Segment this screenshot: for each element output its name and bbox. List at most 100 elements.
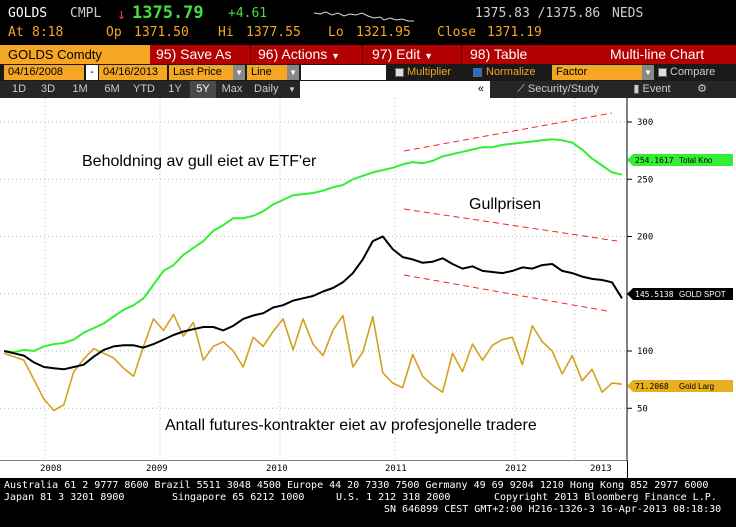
gear-icon[interactable]: ⚙	[697, 83, 707, 95]
y-tick-label: 250	[637, 175, 653, 185]
security-field[interactable]: GOLDS Comdty	[0, 45, 150, 64]
chart-settings-toolbar: 04/16/2008 - 04/16/2013 Last Price ▼ Lin…	[0, 64, 736, 81]
x-tick-label: 2013	[590, 464, 612, 474]
trend-line	[403, 274, 608, 312]
bloomberg-footer: Australia 61 2 9777 8600 Brazil 5511 304…	[0, 478, 736, 527]
range-1m-button[interactable]: 1M	[72, 83, 88, 95]
range-6m-button[interactable]: 6M	[104, 83, 120, 95]
footer-singapore: Singapore 65 6212 1000	[172, 492, 305, 503]
blank-field[interactable]	[301, 65, 386, 80]
sparkline-icon	[314, 11, 414, 22]
tag-value: 145.5138	[635, 290, 674, 299]
tag-series-name: Total Kno	[679, 156, 713, 165]
gridlines	[0, 98, 627, 461]
compare-checkbox[interactable]	[658, 68, 667, 77]
actions-menu-label: 96) Actions	[258, 46, 328, 62]
chevron-down-icon: ▼	[331, 51, 341, 61]
last-value-labels: 254.1617 Total Kno 145.5138 GOLD SPOT 71.206…	[627, 154, 733, 392]
x-tick-label: 2009	[146, 464, 168, 474]
close-label: Close	[437, 25, 477, 40]
down-arrow-icon: ↓	[117, 5, 127, 23]
series-line-gold-spot	[3, 235, 623, 371]
price-source: NEDS	[612, 6, 644, 21]
y-tick-label: 300	[637, 118, 653, 128]
ticker-exchange: CMPL	[70, 6, 102, 21]
series-line-large-speculators	[3, 313, 623, 412]
annotation-futures: Antall futures-kontrakter eiet av profes…	[165, 417, 537, 434]
multiplier-label: Multiplier	[407, 66, 452, 78]
save-as-button[interactable]: 95) Save As	[156, 46, 232, 62]
bid-ask: 1375.83 /1375.86	[475, 6, 601, 21]
ticker-symbol: GOLDS	[8, 6, 48, 21]
security-study-label: Security/Study	[527, 83, 599, 95]
open-value: 1371.50	[134, 25, 189, 40]
footer-contacts-line: Australia 61 2 9777 8600 Brazil 5511 304…	[4, 480, 709, 491]
chart-style-select[interactable]: Line	[247, 65, 287, 80]
frequency-select[interactable]: Daily	[254, 83, 279, 95]
time-value: 8:18	[32, 25, 64, 40]
collapse-toggle[interactable]: «	[300, 81, 490, 98]
tag-value: 254.1617	[635, 156, 674, 165]
function-menu-bar: GOLDS Comdty 95) Save As 96) Actions ▼ 9…	[0, 45, 736, 64]
low-value: 1321.95	[356, 25, 411, 40]
security-study-button[interactable]: ⟋ Security/Study	[496, 81, 620, 98]
tag-series-name: GOLD SPOT	[679, 290, 726, 299]
series-lines	[3, 138, 623, 412]
last-value-tag: 71.2068 Gold Larg	[627, 380, 733, 392]
menu-divider	[250, 45, 251, 64]
chevron-down-icon[interactable]: ▼	[642, 65, 654, 80]
y-tick-label: 200	[637, 233, 653, 243]
trend-line	[403, 208, 618, 242]
tag-background	[627, 154, 733, 166]
annotation-etf: Beholdning av gull eiet av ETF'er	[82, 153, 317, 170]
range-5y-button[interactable]: 5Y	[190, 81, 216, 98]
normalize-checkbox[interactable]	[473, 68, 482, 77]
last-value-tag: 145.5138 GOLD SPOT	[627, 288, 733, 300]
edit-menu-label: 97) Edit	[372, 46, 421, 62]
plot-background	[0, 98, 627, 461]
last-value-tag: 254.1617 Total Kno	[627, 154, 733, 166]
actions-menu[interactable]: 96) Actions ▼	[258, 45, 340, 64]
footer-us: U.S. 1 212 318 2000	[336, 492, 451, 503]
tag-series-name: Gold Larg	[679, 382, 714, 391]
trend-line	[403, 112, 613, 152]
compare-label: Compare	[670, 66, 716, 78]
start-date-field[interactable]: 04/16/2008	[4, 65, 84, 80]
trend-lines	[403, 112, 618, 312]
footer-copyright: Copyright 2013 Bloomberg Finance L.P.	[494, 492, 717, 503]
range-1y-button[interactable]: 1Y	[168, 83, 182, 95]
date-range-dash: -	[86, 65, 98, 80]
tag-value: 71.2068	[635, 382, 669, 391]
chevron-down-icon[interactable]: ▼	[233, 65, 245, 80]
tag-background	[627, 380, 733, 392]
chevron-down-icon[interactable]: ▼	[287, 65, 299, 80]
date-range-toolbar: 1D 3D 1M 6M YTD 1Y 5Y Max Daily ▼ « ⟋ Se…	[0, 81, 736, 98]
range-3d-button[interactable]: 3D	[40, 83, 56, 95]
field-select[interactable]: Last Price	[169, 65, 233, 80]
close-value: 1371.19	[487, 25, 542, 40]
event-button[interactable]: ▮ Event	[624, 81, 680, 98]
end-date-field[interactable]: 04/16/2013	[99, 65, 167, 80]
high-value: 1377.55	[246, 25, 301, 40]
chevron-down-icon: ▼	[424, 51, 434, 61]
x-tick-label: 2011	[385, 464, 407, 474]
table-button[interactable]: 98) Table	[470, 46, 528, 62]
last-price: 1375.79	[132, 3, 204, 23]
range-ytd-button[interactable]: YTD	[133, 83, 155, 95]
factor-select[interactable]: Factor	[552, 65, 642, 80]
chevron-down-icon[interactable]: ▼	[288, 85, 296, 94]
range-max-button[interactable]: Max	[221, 83, 243, 95]
edit-menu[interactable]: 97) Edit ▼	[372, 45, 433, 64]
page-title: Multi-line Chart	[610, 46, 705, 62]
normalize-label: Normalize	[486, 66, 536, 78]
menu-divider	[362, 45, 363, 64]
x-tick-label: 2012	[505, 464, 527, 474]
x-tick-label: 2010	[266, 464, 288, 474]
collapse-icon: «	[477, 83, 484, 95]
range-1d-button[interactable]: 1D	[11, 83, 27, 95]
y-tick-label: 50	[637, 404, 648, 414]
y-tick-label: 100	[637, 347, 653, 357]
multiplier-checkbox[interactable]	[395, 68, 404, 77]
x-tick-label: 2008	[40, 464, 62, 474]
